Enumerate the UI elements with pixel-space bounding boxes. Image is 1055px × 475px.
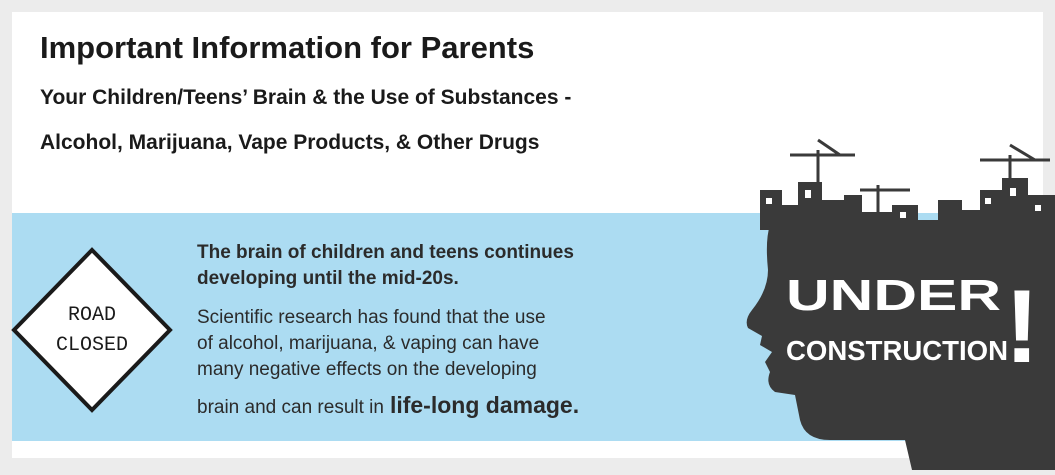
graphic-word: CONSTRUCTION [786, 335, 1008, 366]
title: Important Information for Parents [40, 30, 534, 65]
infographic: Important Information for Parents Your C… [0, 0, 1055, 470]
graphic-mark: ! [1005, 269, 1040, 385]
emphasis: life-long damage [390, 392, 573, 418]
sign-text: ROAD [68, 304, 116, 327]
intro-line: developing until the mid-20s. [197, 268, 459, 289]
page: Important Information for Parents Your C… [0, 0, 1055, 470]
sign-text: CLOSED [56, 334, 128, 357]
graphic-word: UNDER [786, 271, 1001, 320]
end-mark: . [573, 392, 579, 418]
detail-line: of alcohol, marijuana, & vaping can have [197, 333, 539, 354]
detail-line: many negative effects on the developing [197, 359, 537, 380]
subtitle: Your Children/Teens’ Brain & the Use of … [40, 86, 571, 109]
detail-line: brain and can result in [197, 397, 384, 418]
intro-line: The brain of children and teens continue… [197, 242, 574, 263]
detail-line: Scientific research has found that the u… [197, 307, 546, 328]
subtitle: Alcohol, Marijuana, Vape Products, & Oth… [40, 131, 539, 154]
